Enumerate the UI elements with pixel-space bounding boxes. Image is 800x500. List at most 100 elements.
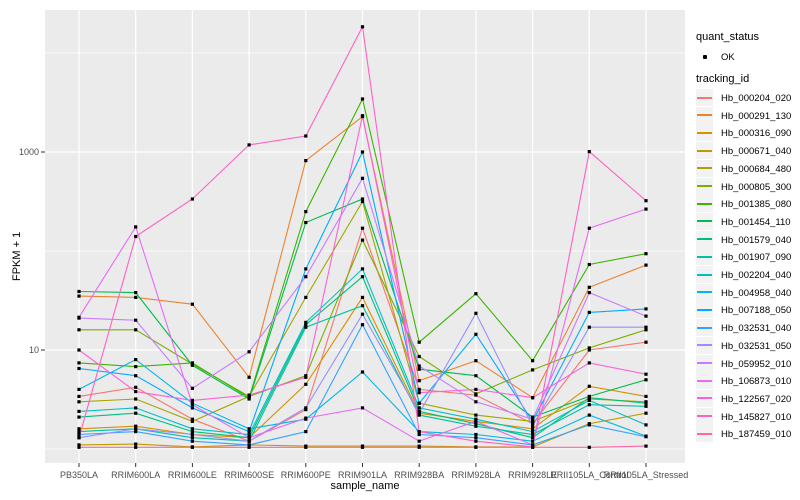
data-point[interactable] (247, 350, 251, 354)
data-point[interactable] (531, 430, 535, 434)
data-point[interactable] (134, 442, 138, 446)
data-point[interactable] (417, 430, 421, 434)
data-point[interactable] (360, 267, 365, 271)
data-point[interactable] (360, 97, 365, 101)
data-point[interactable] (77, 415, 81, 419)
data-point[interactable] (360, 295, 365, 299)
data-point[interactable] (644, 404, 648, 408)
data-point[interactable] (304, 320, 308, 324)
data-point[interactable] (474, 392, 478, 396)
data-point[interactable] (77, 400, 81, 404)
data-point[interactable] (587, 413, 591, 417)
data-point[interactable] (360, 275, 365, 279)
data-point[interactable] (417, 409, 421, 413)
data-point[interactable] (77, 315, 81, 319)
data-point[interactable] (247, 445, 251, 449)
data-point[interactable] (304, 220, 308, 225)
data-point[interactable] (417, 406, 421, 410)
data-point[interactable] (644, 207, 648, 211)
data-point[interactable] (77, 432, 81, 437)
data-point[interactable] (531, 368, 535, 372)
data-point[interactable] (644, 340, 648, 344)
data-point[interactable] (360, 238, 365, 242)
data-point[interactable] (417, 445, 421, 449)
data-point[interactable] (360, 226, 365, 230)
data-point[interactable] (247, 143, 251, 147)
data-point[interactable] (190, 302, 194, 306)
data-point[interactable] (77, 387, 81, 391)
data-point[interactable] (134, 318, 138, 322)
data-point[interactable] (587, 445, 591, 449)
data-point[interactable] (474, 419, 478, 423)
data-point[interactable] (304, 210, 308, 214)
data-point[interactable] (247, 443, 251, 447)
data-point[interactable] (531, 432, 535, 437)
data-point[interactable] (474, 374, 478, 378)
data-point[interactable] (644, 423, 648, 427)
data-point[interactable] (474, 445, 478, 449)
data-point[interactable] (531, 443, 535, 447)
data-point[interactable] (644, 394, 648, 398)
data-point[interactable] (247, 397, 251, 401)
data-point[interactable] (77, 289, 81, 294)
data-point[interactable] (190, 436, 194, 440)
data-point[interactable] (77, 366, 81, 371)
data-point[interactable] (77, 328, 81, 332)
data-point[interactable] (304, 430, 308, 434)
data-point[interactable] (587, 403, 591, 407)
data-point[interactable] (304, 323, 308, 327)
data-point[interactable] (417, 439, 421, 443)
data-point[interactable] (190, 439, 194, 443)
data-point[interactable] (134, 424, 138, 428)
data-point[interactable] (644, 444, 648, 448)
data-point[interactable] (247, 393, 251, 397)
data-point[interactable] (417, 367, 421, 371)
data-point[interactable] (417, 411, 421, 415)
data-point[interactable] (190, 430, 194, 434)
data-point[interactable] (77, 430, 81, 434)
data-point[interactable] (360, 199, 365, 204)
data-point[interactable] (247, 432, 251, 437)
data-point[interactable] (190, 427, 194, 431)
data-point[interactable] (644, 263, 648, 267)
data-point[interactable] (304, 416, 308, 420)
data-point[interactable] (134, 234, 138, 239)
data-point[interactable] (474, 400, 478, 404)
data-point[interactable] (247, 436, 251, 440)
data-point[interactable] (587, 291, 591, 295)
data-point[interactable] (531, 359, 535, 363)
data-point[interactable] (134, 390, 138, 394)
data-point[interactable] (77, 436, 81, 440)
data-point[interactable] (587, 423, 591, 427)
data-point[interactable] (417, 379, 421, 383)
data-point[interactable] (360, 150, 365, 154)
data-point[interactable] (134, 358, 138, 362)
data-point[interactable] (587, 310, 591, 314)
data-point[interactable] (77, 427, 81, 431)
data-point[interactable] (77, 394, 81, 398)
data-point[interactable] (134, 445, 138, 449)
data-point[interactable] (77, 348, 81, 352)
data-point[interactable] (474, 424, 478, 428)
data-point[interactable] (644, 378, 648, 382)
data-point[interactable] (587, 285, 591, 289)
data-point[interactable] (474, 413, 478, 417)
data-point[interactable] (134, 365, 138, 369)
data-point[interactable] (134, 328, 138, 332)
data-point[interactable] (304, 267, 308, 271)
data-point[interactable] (77, 294, 81, 298)
data-point[interactable] (587, 325, 591, 329)
data-point[interactable] (134, 291, 138, 295)
data-point[interactable] (360, 114, 365, 118)
data-point[interactable] (587, 348, 591, 352)
data-point[interactable] (531, 427, 535, 431)
data-point[interactable] (531, 396, 535, 400)
data-point[interactable] (474, 436, 478, 440)
data-point[interactable] (587, 398, 591, 402)
data-point[interactable] (304, 408, 308, 412)
data-point[interactable] (644, 252, 648, 256)
data-point[interactable] (474, 387, 478, 391)
data-point[interactable] (587, 150, 591, 154)
data-point[interactable] (644, 411, 648, 415)
data-point[interactable] (304, 382, 308, 386)
